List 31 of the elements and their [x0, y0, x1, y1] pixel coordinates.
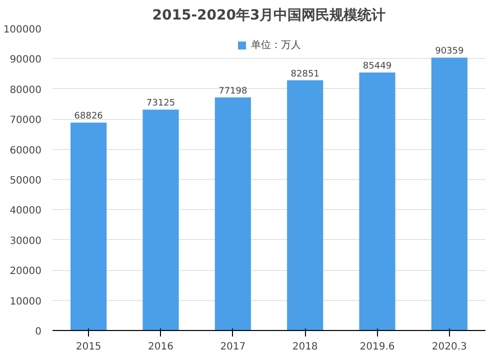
bar — [142, 110, 179, 330]
y-tick-label: 90000 — [10, 54, 42, 66]
bar — [287, 80, 324, 330]
x-tick-label: 2016 — [148, 342, 174, 352]
chart-title: 2015-2020年3月中国网民规模统计 — [152, 6, 386, 24]
legend-label: 单位：万人 — [251, 38, 301, 52]
y-tick-label: 80000 — [10, 84, 42, 96]
data-label: 77198 — [218, 86, 248, 96]
data-label: 73125 — [146, 98, 176, 109]
y-tick-label: 70000 — [10, 115, 42, 126]
x-tick-label: 2017 — [220, 342, 246, 352]
data-label: 85449 — [362, 61, 392, 72]
y-tick-label: 60000 — [10, 145, 42, 156]
x-tick-label: 2020.3 — [432, 342, 467, 352]
data-label: 68826 — [74, 112, 104, 122]
y-tick-label: 20000 — [10, 266, 42, 278]
x-tick-label: 2015 — [76, 342, 102, 352]
data-label: 82851 — [290, 69, 320, 80]
y-tick-label: 50000 — [10, 176, 42, 186]
y-tick-label: 40000 — [10, 206, 42, 217]
bar — [214, 97, 251, 330]
bar — [359, 72, 396, 330]
y-tick-label: 100000 — [3, 24, 42, 36]
y-tick-label: 30000 — [10, 236, 42, 247]
x-tick-label: 2019.6 — [360, 342, 395, 352]
data-label: 90359 — [435, 46, 464, 57]
y-tick-label: 0 — [35, 326, 42, 338]
bar — [70, 122, 107, 330]
bar — [431, 58, 468, 330]
x-tick-label: 2018 — [292, 342, 318, 352]
y-tick-label: 10000 — [10, 296, 42, 308]
